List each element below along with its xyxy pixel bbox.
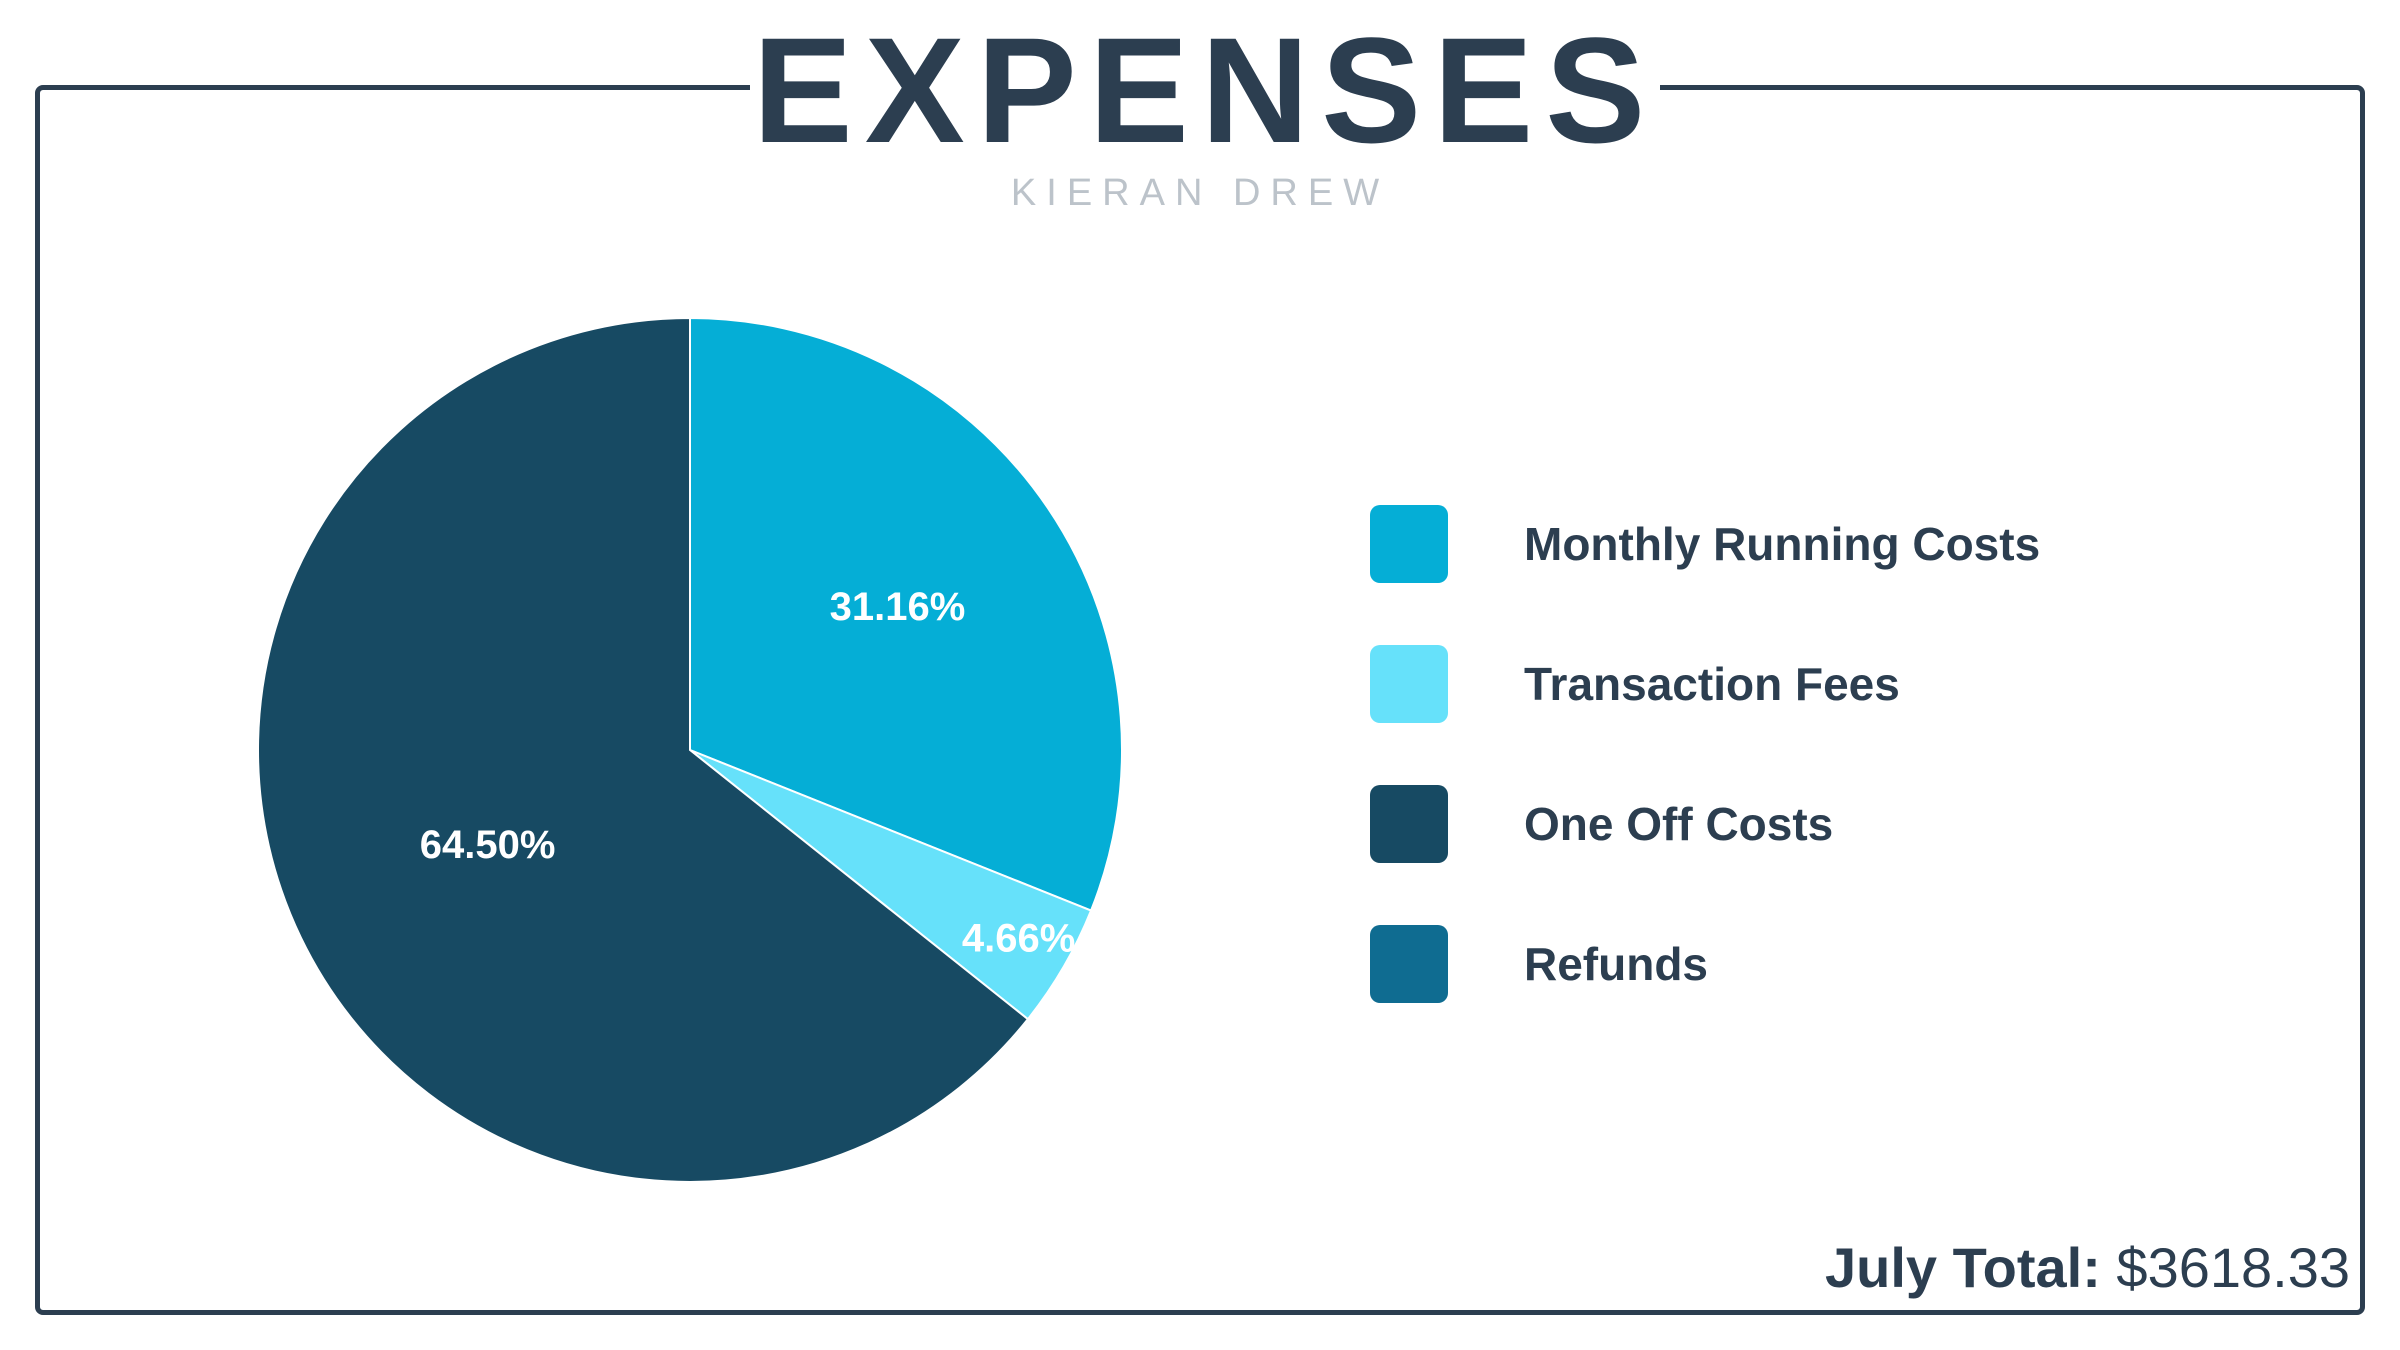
legend-item-monthly-running-costs: Monthly Running Costs [1370,505,2170,583]
pie-chart: 31.16% 4.66% 64.50% [257,316,1123,1183]
pie-slice-one-off-costs [257,316,1030,1183]
legend-label: Transaction Fees [1524,658,1900,710]
slice-label-monthly-running-costs: 31.16% [830,585,966,629]
legend-swatch [1370,785,1448,863]
legend-item-refunds: Refunds [1370,925,2170,1003]
legend-label: Refunds [1524,938,1708,990]
legend-label: Monthly Running Costs [1524,518,2041,570]
page-subtitle: KIERAN DREW [1010,172,1390,214]
monthly-total: July Total: $3618.33 [1825,1235,2350,1300]
total-label: July Total: [1824,1236,2101,1299]
page-title: EXPENSES [750,10,1660,170]
legend-swatch [1370,645,1448,723]
slice-label-transaction-fees: 4.66% [962,917,1075,961]
legend-label: One Off Costs [1524,798,1834,850]
legend-item-transaction-fees: Transaction Fees [1370,645,2170,723]
slice-label-one-off-costs: 64.50% [420,823,556,867]
total-value: $3618.33 [2116,1236,2350,1299]
legend-swatch [1370,925,1448,1003]
legend-item-one-off-costs: One Off Costs [1370,785,2170,863]
legend-swatch [1370,505,1448,583]
pie-slice-monthly-running-costs [689,316,1123,912]
chart-legend: Monthly Running Costs Transaction Fees O… [1370,505,2170,1065]
